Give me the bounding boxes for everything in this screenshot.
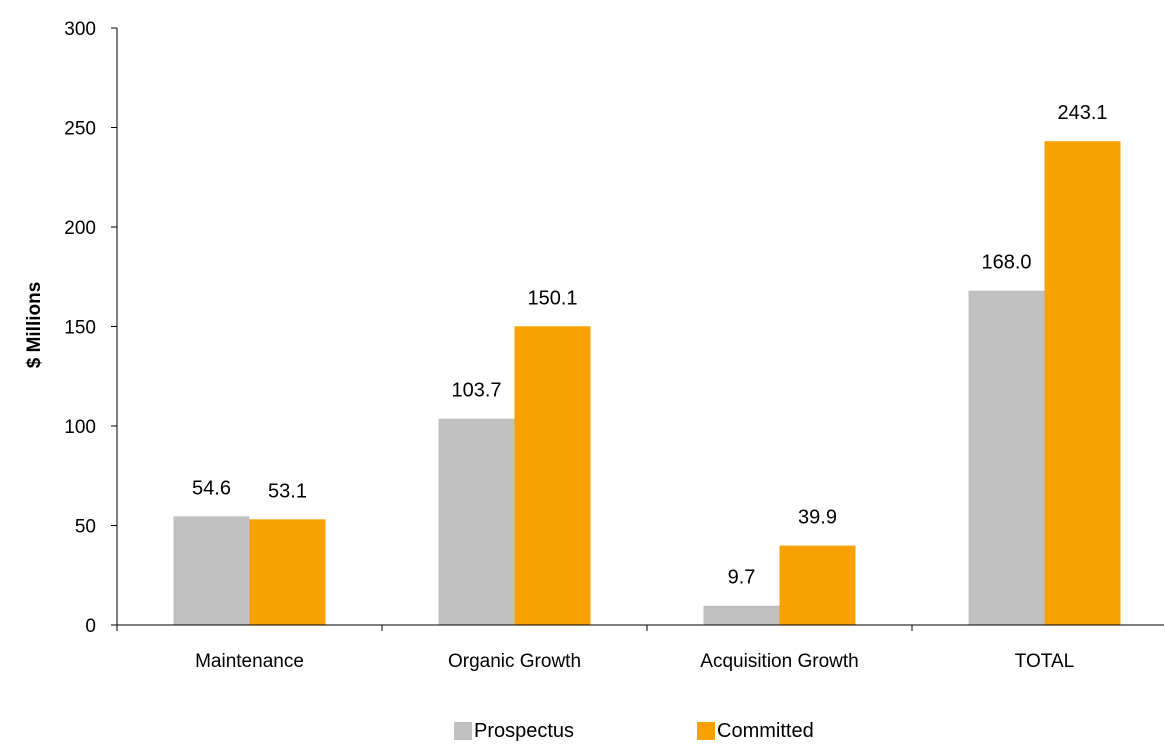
y-tick-label-200: 200 [64, 218, 96, 239]
data-label-prospectus-maintenance: 54.6 [192, 477, 231, 499]
bar-prospectus-total [968, 290, 1045, 625]
bar-prospectus-acquisition-growth [703, 605, 780, 625]
y-tick-label-50: 50 [75, 517, 96, 538]
y-axis-title-group: $ Millions [24, 282, 45, 369]
data-label-prospectus-organic-growth: 103.7 [451, 380, 501, 402]
legend-swatch-committed [697, 722, 715, 740]
bar-prospectus-organic-growth [438, 418, 515, 625]
data-label-prospectus-acquisition-growth: 9.7 [728, 567, 756, 589]
y-tick-label-250: 250 [64, 119, 96, 140]
bar-committed-organic-growth [514, 326, 591, 625]
bar-committed-total [1044, 141, 1121, 625]
bar-committed-acquisition-growth [779, 545, 856, 625]
x-tick-label-total: TOTAL [1015, 651, 1074, 672]
legend: Prospectus Committed [454, 720, 814, 742]
data-label-prospectus-total: 168.0 [981, 252, 1031, 274]
y-tick-label-100: 100 [64, 417, 96, 438]
y-tick-label-300: 300 [64, 19, 96, 40]
x-tick-label-acquisition-growth: Acquisition Growth [700, 651, 858, 672]
legend-label-committed: Committed [717, 720, 814, 742]
data-labels-layer: 54.6 53.1 103.7 150.1 9.7 39.9 168.0 243.1 [192, 102, 1108, 588]
legend-swatch-prospectus [454, 722, 472, 740]
y-tick-label-150: 150 [64, 318, 96, 339]
data-label-committed-maintenance: 53.1 [268, 480, 307, 502]
data-label-committed-organic-growth: 150.1 [527, 287, 577, 309]
x-tick-label-organic-growth: Organic Growth [448, 651, 581, 672]
bar-committed-maintenance [249, 519, 326, 625]
bars-layer [173, 141, 1121, 625]
data-label-committed-acquisition-growth: 39.9 [798, 507, 837, 529]
y-axis-title: $ Millions [24, 282, 45, 369]
bar-prospectus-maintenance [173, 516, 250, 625]
legend-label-prospectus: Prospectus [474, 720, 574, 742]
data-label-committed-total: 243.1 [1057, 102, 1107, 124]
x-tick-label-maintenance: Maintenance [195, 651, 304, 672]
y-tick-label-0: 0 [85, 616, 96, 637]
axes-layer: 0 50 100 150 200 250 300 Maintenance Organic Gro… [64, 19, 1164, 672]
